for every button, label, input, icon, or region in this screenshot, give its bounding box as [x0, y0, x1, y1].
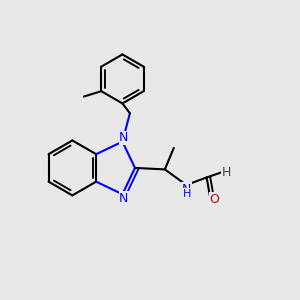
Text: N: N	[182, 183, 191, 196]
Text: N: N	[119, 131, 129, 144]
Text: H: H	[222, 166, 231, 178]
Text: N: N	[119, 192, 129, 205]
Text: H: H	[182, 189, 191, 199]
Text: O: O	[209, 193, 219, 206]
